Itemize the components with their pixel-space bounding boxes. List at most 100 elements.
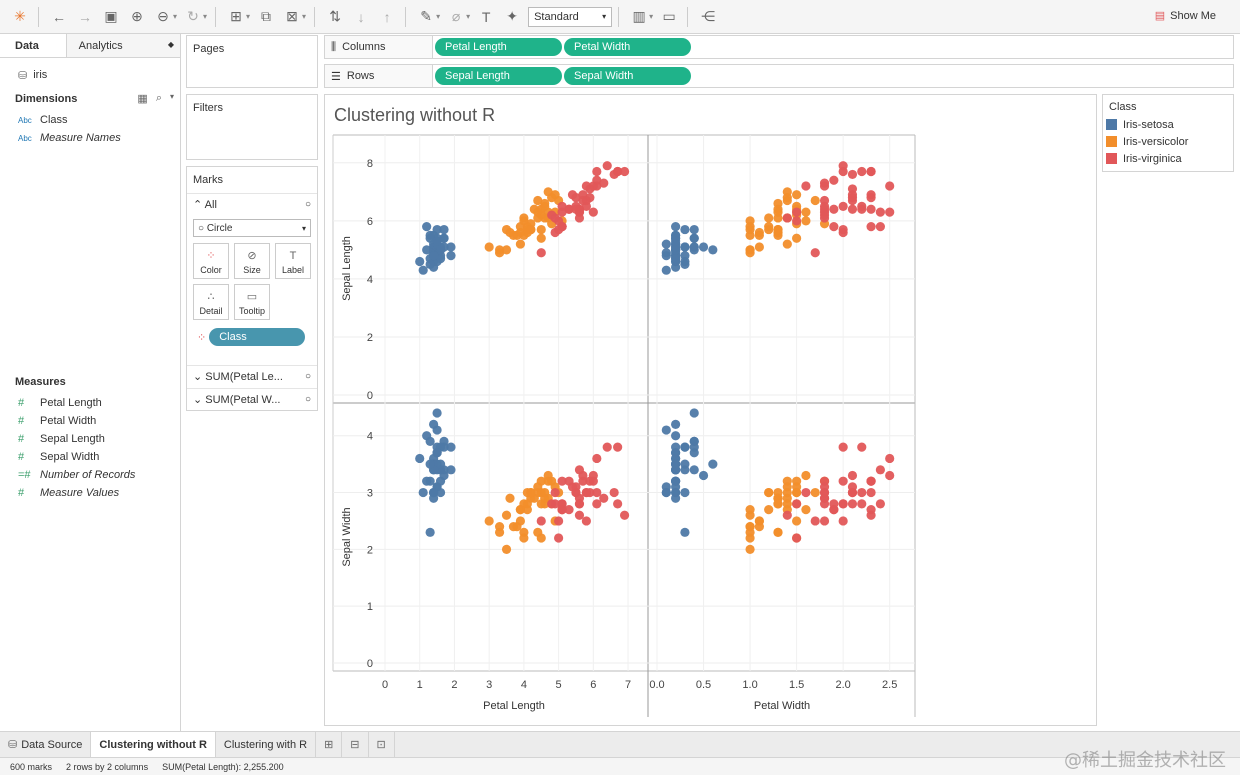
group-icon[interactable]: ⌀ <box>451 8 461 24</box>
x-tick-label: 2.5 <box>882 679 897 691</box>
x-tick-label: 5 <box>556 679 562 691</box>
label-icon[interactable]: T <box>481 8 491 25</box>
data-point <box>866 504 876 515</box>
view-list-icon[interactable]: ▦ <box>137 93 148 105</box>
field-item[interactable]: Abc Class <box>0 111 180 129</box>
data-point <box>689 224 699 235</box>
show-me-icon: ▤ <box>1154 10 1166 22</box>
data-point <box>432 236 442 246</box>
filters-card[interactable]: Filters <box>186 94 318 160</box>
color-button[interactable]: ⁘ Color <box>193 243 229 279</box>
swap-icon[interactable]: ⇅ <box>329 8 341 24</box>
data-point <box>435 476 446 486</box>
sub-row-2-label: SUM(Petal W... <box>205 394 281 406</box>
columns-pill[interactable]: Petal Length <box>435 38 562 56</box>
duplicate-sheet-icon[interactable]: ⧉ <box>261 8 272 24</box>
columns-shelf[interactable]: ⫼ Columns Petal Length Petal Width <box>324 35 1234 59</box>
presentation-icon[interactable]: ▭ <box>662 8 676 24</box>
sort-ascending-icon[interactable]: ↓ <box>357 8 365 25</box>
field-item[interactable]: # Petal Width <box>0 412 135 430</box>
data-point <box>838 227 848 238</box>
clear-sheet-icon[interactable]: ⊠ <box>286 8 298 24</box>
field-item[interactable]: # Sepal Width <box>0 448 135 466</box>
field-item[interactable]: # Measure Values <box>0 484 135 502</box>
sheet-tab[interactable]: Clustering with R <box>216 731 317 758</box>
rows-pill[interactable]: Sepal Width <box>564 67 691 85</box>
redo-icon[interactable]: → <box>78 8 92 25</box>
refresh-icon[interactable]: ↻ <box>187 8 199 24</box>
show-me-button[interactable]: ▤ Show Me <box>1154 9 1216 23</box>
chevron-down-icon: ▾ <box>602 12 607 21</box>
highlight-icon[interactable]: ✎ <box>420 8 432 24</box>
marks-sub-row-1[interactable]: ⌄ SUM(Petal Le... ○ <box>187 365 317 387</box>
legend-item[interactable]: Iris-virginica <box>1103 150 1233 167</box>
field-item[interactable]: =# Number of Records <box>0 466 135 484</box>
legend-item[interactable]: Iris-setosa <box>1103 116 1233 133</box>
field-item[interactable]: # Sepal Length <box>0 430 135 448</box>
data-point <box>764 487 774 498</box>
measure-icon: =# <box>18 469 31 481</box>
tableau-logo-icon[interactable]: ✳ <box>14 8 26 24</box>
data-point <box>435 487 446 498</box>
x-tick-label: 1.0 <box>742 679 757 691</box>
data-point <box>819 482 830 492</box>
chevron-down-icon[interactable]: ▾ <box>169 92 174 101</box>
circle-mark-icon: ○ <box>304 394 311 405</box>
show-cards-icon[interactable]: ▥ <box>632 8 646 24</box>
data-point <box>550 213 560 223</box>
detail-button[interactable]: ∴ Detail <box>193 284 229 320</box>
marks-all-text: All <box>204 199 217 211</box>
label-button[interactable]: T Label <box>275 243 311 279</box>
data-point <box>875 465 885 475</box>
class-color-pill[interactable]: Class <box>209 328 306 346</box>
data-point <box>680 442 690 452</box>
data-point <box>782 510 792 520</box>
data-point <box>425 259 435 269</box>
collapse-icon[interactable]: ◆ <box>167 40 174 49</box>
toolbar: ✳ ← → ▣ ⊕ ⊖ ▾ ↻ ▾ ⊞ ▾ ⧉ ⊠ ▾ ⇅ ↓ ↑ ✎ ▾ ⌀ ▾ T ✦ … <box>0 0 1240 34</box>
pin-icon[interactable]: ✦ <box>506 8 518 24</box>
new-datasource-icon[interactable]: ⊕ <box>131 8 143 24</box>
share-icon[interactable]: ⋲ <box>701 8 716 24</box>
sheet-tab[interactable]: Clustering without R <box>91 731 216 758</box>
fit-select[interactable]: Standard ▾ <box>528 6 613 27</box>
datasource-row[interactable]: ⛁ iris <box>0 58 180 84</box>
columns-icon: ⫼ <box>331 40 337 53</box>
save-icon[interactable]: ▣ <box>104 8 118 24</box>
tooltip-button[interactable]: ▭ Tooltip <box>234 284 270 320</box>
data-point <box>515 222 526 232</box>
new-worksheet-icon[interactable]: ⊞ <box>316 731 343 758</box>
circle-mark-icon: ○ <box>304 199 311 210</box>
rows-shelf[interactable]: ☰ Rows Sepal Length Sepal Width <box>324 64 1234 88</box>
scatter-matrix-chart[interactable]: 0 2 4 6 8 Sepal Length 0 1 2 3 4 Sepal Width 0 1 2 3 4 5 6… <box>325 95 1096 725</box>
data-point <box>533 487 543 498</box>
new-sheet-icon[interactable]: ⊞ <box>230 8 242 24</box>
rows-pill[interactable]: Sepal Length <box>435 67 562 85</box>
size-button[interactable]: ⊘ Size <box>234 243 270 279</box>
data-source-tab[interactable]: ⛁ Data Source <box>0 731 92 758</box>
columns-pill[interactable]: Petal Width <box>564 38 691 56</box>
marks-all-row[interactable]: ⌃ All ○ <box>187 193 317 215</box>
new-story-icon[interactable]: ⊡ <box>369 731 395 758</box>
sub-row-2-label-wrap: ⌄ SUM(Petal W... <box>193 393 280 406</box>
sort-descending-icon[interactable]: ↑ <box>383 8 391 25</box>
legend-swatch <box>1106 136 1117 147</box>
data-point <box>689 442 699 452</box>
data-point <box>698 470 709 481</box>
field-item[interactable]: Abc Measure Names <box>0 129 180 147</box>
data-point <box>810 195 820 206</box>
pause-updates-icon[interactable]: ⊖ <box>157 8 169 24</box>
undo-icon[interactable]: ← <box>52 8 66 25</box>
search-icon[interactable]: ⌕ <box>155 92 162 104</box>
data-point <box>866 204 876 214</box>
marks-sub-row-2[interactable]: ⌄ SUM(Petal W... ○ <box>187 388 317 410</box>
legend-item[interactable]: Iris-versicolor <box>1103 133 1233 150</box>
tab-analytics[interactable]: Analytics ◆ <box>66 34 180 57</box>
dimensions-header: Dimensions ▦ ⌕ ▾ <box>0 92 180 105</box>
field-item[interactable]: # Petal Length <box>0 394 135 412</box>
pages-card[interactable]: Pages <box>186 35 318 88</box>
data-point <box>661 487 671 498</box>
mark-type-select[interactable]: ○ Circle ▾ <box>193 219 311 237</box>
new-dashboard-icon[interactable]: ⊟ <box>342 731 369 758</box>
tab-data[interactable]: Data <box>0 34 67 57</box>
